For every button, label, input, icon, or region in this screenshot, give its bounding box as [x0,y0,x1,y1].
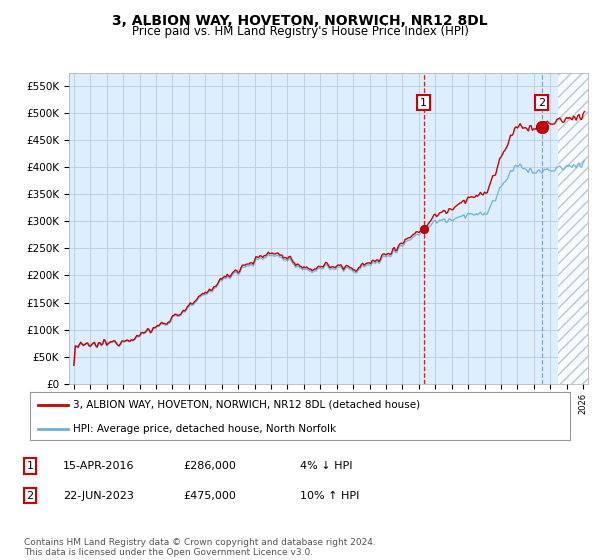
Text: 10% ↑ HPI: 10% ↑ HPI [300,491,359,501]
Text: 2: 2 [26,491,34,501]
Text: Contains HM Land Registry data © Crown copyright and database right 2024.
This d: Contains HM Land Registry data © Crown c… [24,538,376,557]
Text: 3, ALBION WAY, HOVETON, NORWICH, NR12 8DL: 3, ALBION WAY, HOVETON, NORWICH, NR12 8D… [112,14,488,28]
Text: Price paid vs. HM Land Registry's House Price Index (HPI): Price paid vs. HM Land Registry's House … [131,25,469,38]
Text: 1: 1 [26,461,34,471]
Text: 3, ALBION WAY, HOVETON, NORWICH, NR12 8DL (detached house): 3, ALBION WAY, HOVETON, NORWICH, NR12 8D… [73,400,421,410]
Text: 2: 2 [538,97,545,108]
Text: 15-APR-2016: 15-APR-2016 [63,461,134,471]
Text: 1: 1 [420,97,427,108]
Text: 4% ↓ HPI: 4% ↓ HPI [300,461,353,471]
Text: 22-JUN-2023: 22-JUN-2023 [63,491,134,501]
Text: £286,000: £286,000 [183,461,236,471]
Text: HPI: Average price, detached house, North Norfolk: HPI: Average price, detached house, Nort… [73,424,337,434]
Text: £475,000: £475,000 [183,491,236,501]
